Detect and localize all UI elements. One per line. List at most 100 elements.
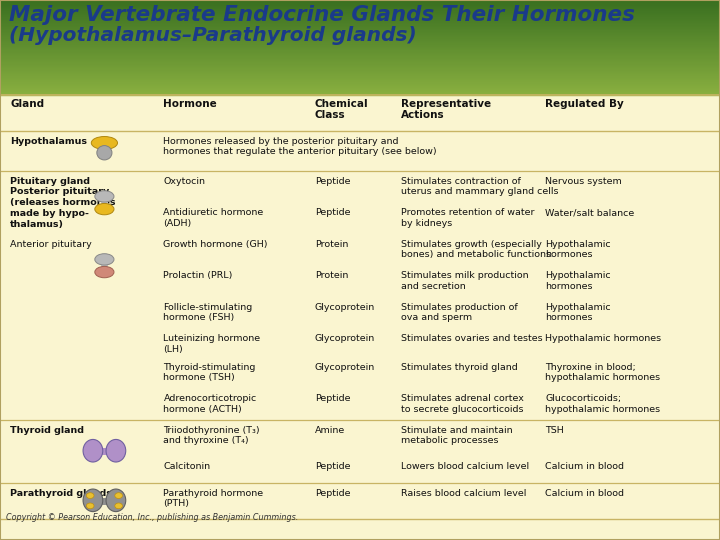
Bar <box>0 86 720 87</box>
Bar <box>0 16 720 18</box>
Bar <box>0 45 720 47</box>
Text: Amine: Amine <box>315 426 345 435</box>
Text: Stimulates thyroid gland: Stimulates thyroid gland <box>401 363 518 372</box>
Ellipse shape <box>95 191 114 202</box>
Bar <box>0 28 720 30</box>
Bar <box>0 297 720 329</box>
Text: Representative
Actions: Representative Actions <box>401 99 491 120</box>
Ellipse shape <box>96 146 112 160</box>
Text: Lowers blood calcium level: Lowers blood calcium level <box>401 462 529 471</box>
Text: Thyroid gland: Thyroid gland <box>10 426 84 435</box>
Text: Glycoprotein: Glycoprotein <box>315 302 375 312</box>
Text: Pituitary gland
Posterior pituitary
(releases hormones
made by hypo-
thalamus): Pituitary gland Posterior pituitary (rel… <box>10 177 116 228</box>
Bar <box>0 4 720 6</box>
Ellipse shape <box>114 503 122 509</box>
Text: Stimulates growth (especially
bones) and metabolic functions: Stimulates growth (especially bones) and… <box>401 240 551 259</box>
Text: Parathyroid hormone
(PTH): Parathyroid hormone (PTH) <box>163 489 264 508</box>
Text: Stimulates adrenal cortex
to secrete glucocorticoids: Stimulates adrenal cortex to secrete glu… <box>401 394 524 414</box>
Ellipse shape <box>86 503 94 509</box>
Bar <box>0 30 720 32</box>
Text: Calcium in blood: Calcium in blood <box>545 489 624 498</box>
Bar <box>0 0 720 1</box>
Text: Protein: Protein <box>315 271 348 280</box>
Bar <box>0 3 720 5</box>
Bar <box>0 17 720 19</box>
Text: Calcium in blood: Calcium in blood <box>545 462 624 471</box>
Text: Nervous system: Nervous system <box>545 177 622 186</box>
Bar <box>0 52 720 55</box>
Text: Hormones released by the posterior pituitary and
hormones that regulate the ante: Hormones released by the posterior pitui… <box>163 137 437 157</box>
Text: (Hypothalamus–Parathyroid glands): (Hypothalamus–Parathyroid glands) <box>9 26 416 45</box>
Bar <box>0 420 720 456</box>
Bar <box>0 81 720 83</box>
Bar <box>0 8 720 10</box>
Text: Hypothalamic
hormones: Hypothalamic hormones <box>545 302 611 322</box>
Text: Glucocorticoids;
hypothalamic hormones: Glucocorticoids; hypothalamic hormones <box>545 394 660 414</box>
Bar <box>0 329 720 357</box>
Bar <box>0 10 720 12</box>
Bar <box>0 5 720 7</box>
Bar <box>0 41 720 43</box>
Bar <box>0 49 720 51</box>
Bar <box>0 76 720 78</box>
Bar <box>0 88 720 90</box>
Text: Hypothalamic hormones: Hypothalamic hormones <box>545 334 661 343</box>
Bar <box>0 37 720 39</box>
Bar <box>0 25 720 27</box>
Bar <box>0 92 720 93</box>
Bar <box>0 85 720 86</box>
Ellipse shape <box>91 137 117 150</box>
Bar <box>101 264 108 267</box>
Text: Peptide: Peptide <box>315 208 350 217</box>
Bar <box>0 35 720 37</box>
Bar <box>0 74 720 76</box>
Bar <box>0 50 720 52</box>
Text: Peptide: Peptide <box>315 462 350 471</box>
Text: Stimulate and maintain
metabolic processes: Stimulate and maintain metabolic process… <box>401 426 513 446</box>
Text: Stimulates milk production
and secretion: Stimulates milk production and secretion <box>401 271 528 291</box>
Ellipse shape <box>83 489 103 511</box>
Bar <box>0 2 720 4</box>
Bar <box>0 61 720 63</box>
Bar <box>0 94 720 540</box>
Bar <box>0 12 720 14</box>
Text: Copyright © Pearson Education, Inc., publishing as Benjamin Cummings.: Copyright © Pearson Education, Inc., pub… <box>6 513 298 522</box>
Bar <box>0 14 720 15</box>
Ellipse shape <box>95 204 114 215</box>
Text: Oxytocin: Oxytocin <box>163 177 205 186</box>
Bar <box>0 47 720 49</box>
Bar <box>0 56 720 58</box>
Bar <box>0 23 720 25</box>
Bar <box>0 90 720 92</box>
Text: Protein: Protein <box>315 240 348 248</box>
Bar <box>0 456 720 483</box>
Bar <box>0 389 720 420</box>
Text: Hormone: Hormone <box>163 99 217 109</box>
Text: Antidiuretic hormone
(ADH): Antidiuretic hormone (ADH) <box>163 208 264 228</box>
Text: Raises blood calcium level: Raises blood calcium level <box>401 489 526 498</box>
Bar <box>0 11 720 13</box>
Bar <box>0 57 720 59</box>
Bar <box>0 131 720 171</box>
Bar <box>0 75 720 77</box>
Bar <box>0 89 720 91</box>
Bar <box>0 29 720 31</box>
Bar <box>0 67 720 69</box>
Text: Stimulates production of
ova and sperm: Stimulates production of ova and sperm <box>401 302 518 322</box>
Bar <box>0 68 720 70</box>
Text: Luteinizing hormone
(LH): Luteinizing hormone (LH) <box>163 334 261 354</box>
Bar <box>0 77 720 79</box>
Text: Follicle-stimulating
hormone (FSH): Follicle-stimulating hormone (FSH) <box>163 302 253 322</box>
Text: Hypothalamus: Hypothalamus <box>10 137 87 146</box>
Text: Growth hormone (GH): Growth hormone (GH) <box>163 240 268 248</box>
Bar <box>0 54 720 56</box>
Ellipse shape <box>106 440 126 462</box>
Text: Glycoprotein: Glycoprotein <box>315 334 375 343</box>
Bar <box>0 15 720 17</box>
Text: Glycoprotein: Glycoprotein <box>315 363 375 372</box>
Text: Hypothalamic
hormones: Hypothalamic hormones <box>545 240 611 259</box>
Bar <box>0 51 720 53</box>
Bar <box>0 62 720 64</box>
Bar <box>0 71 720 73</box>
Bar <box>102 498 107 505</box>
